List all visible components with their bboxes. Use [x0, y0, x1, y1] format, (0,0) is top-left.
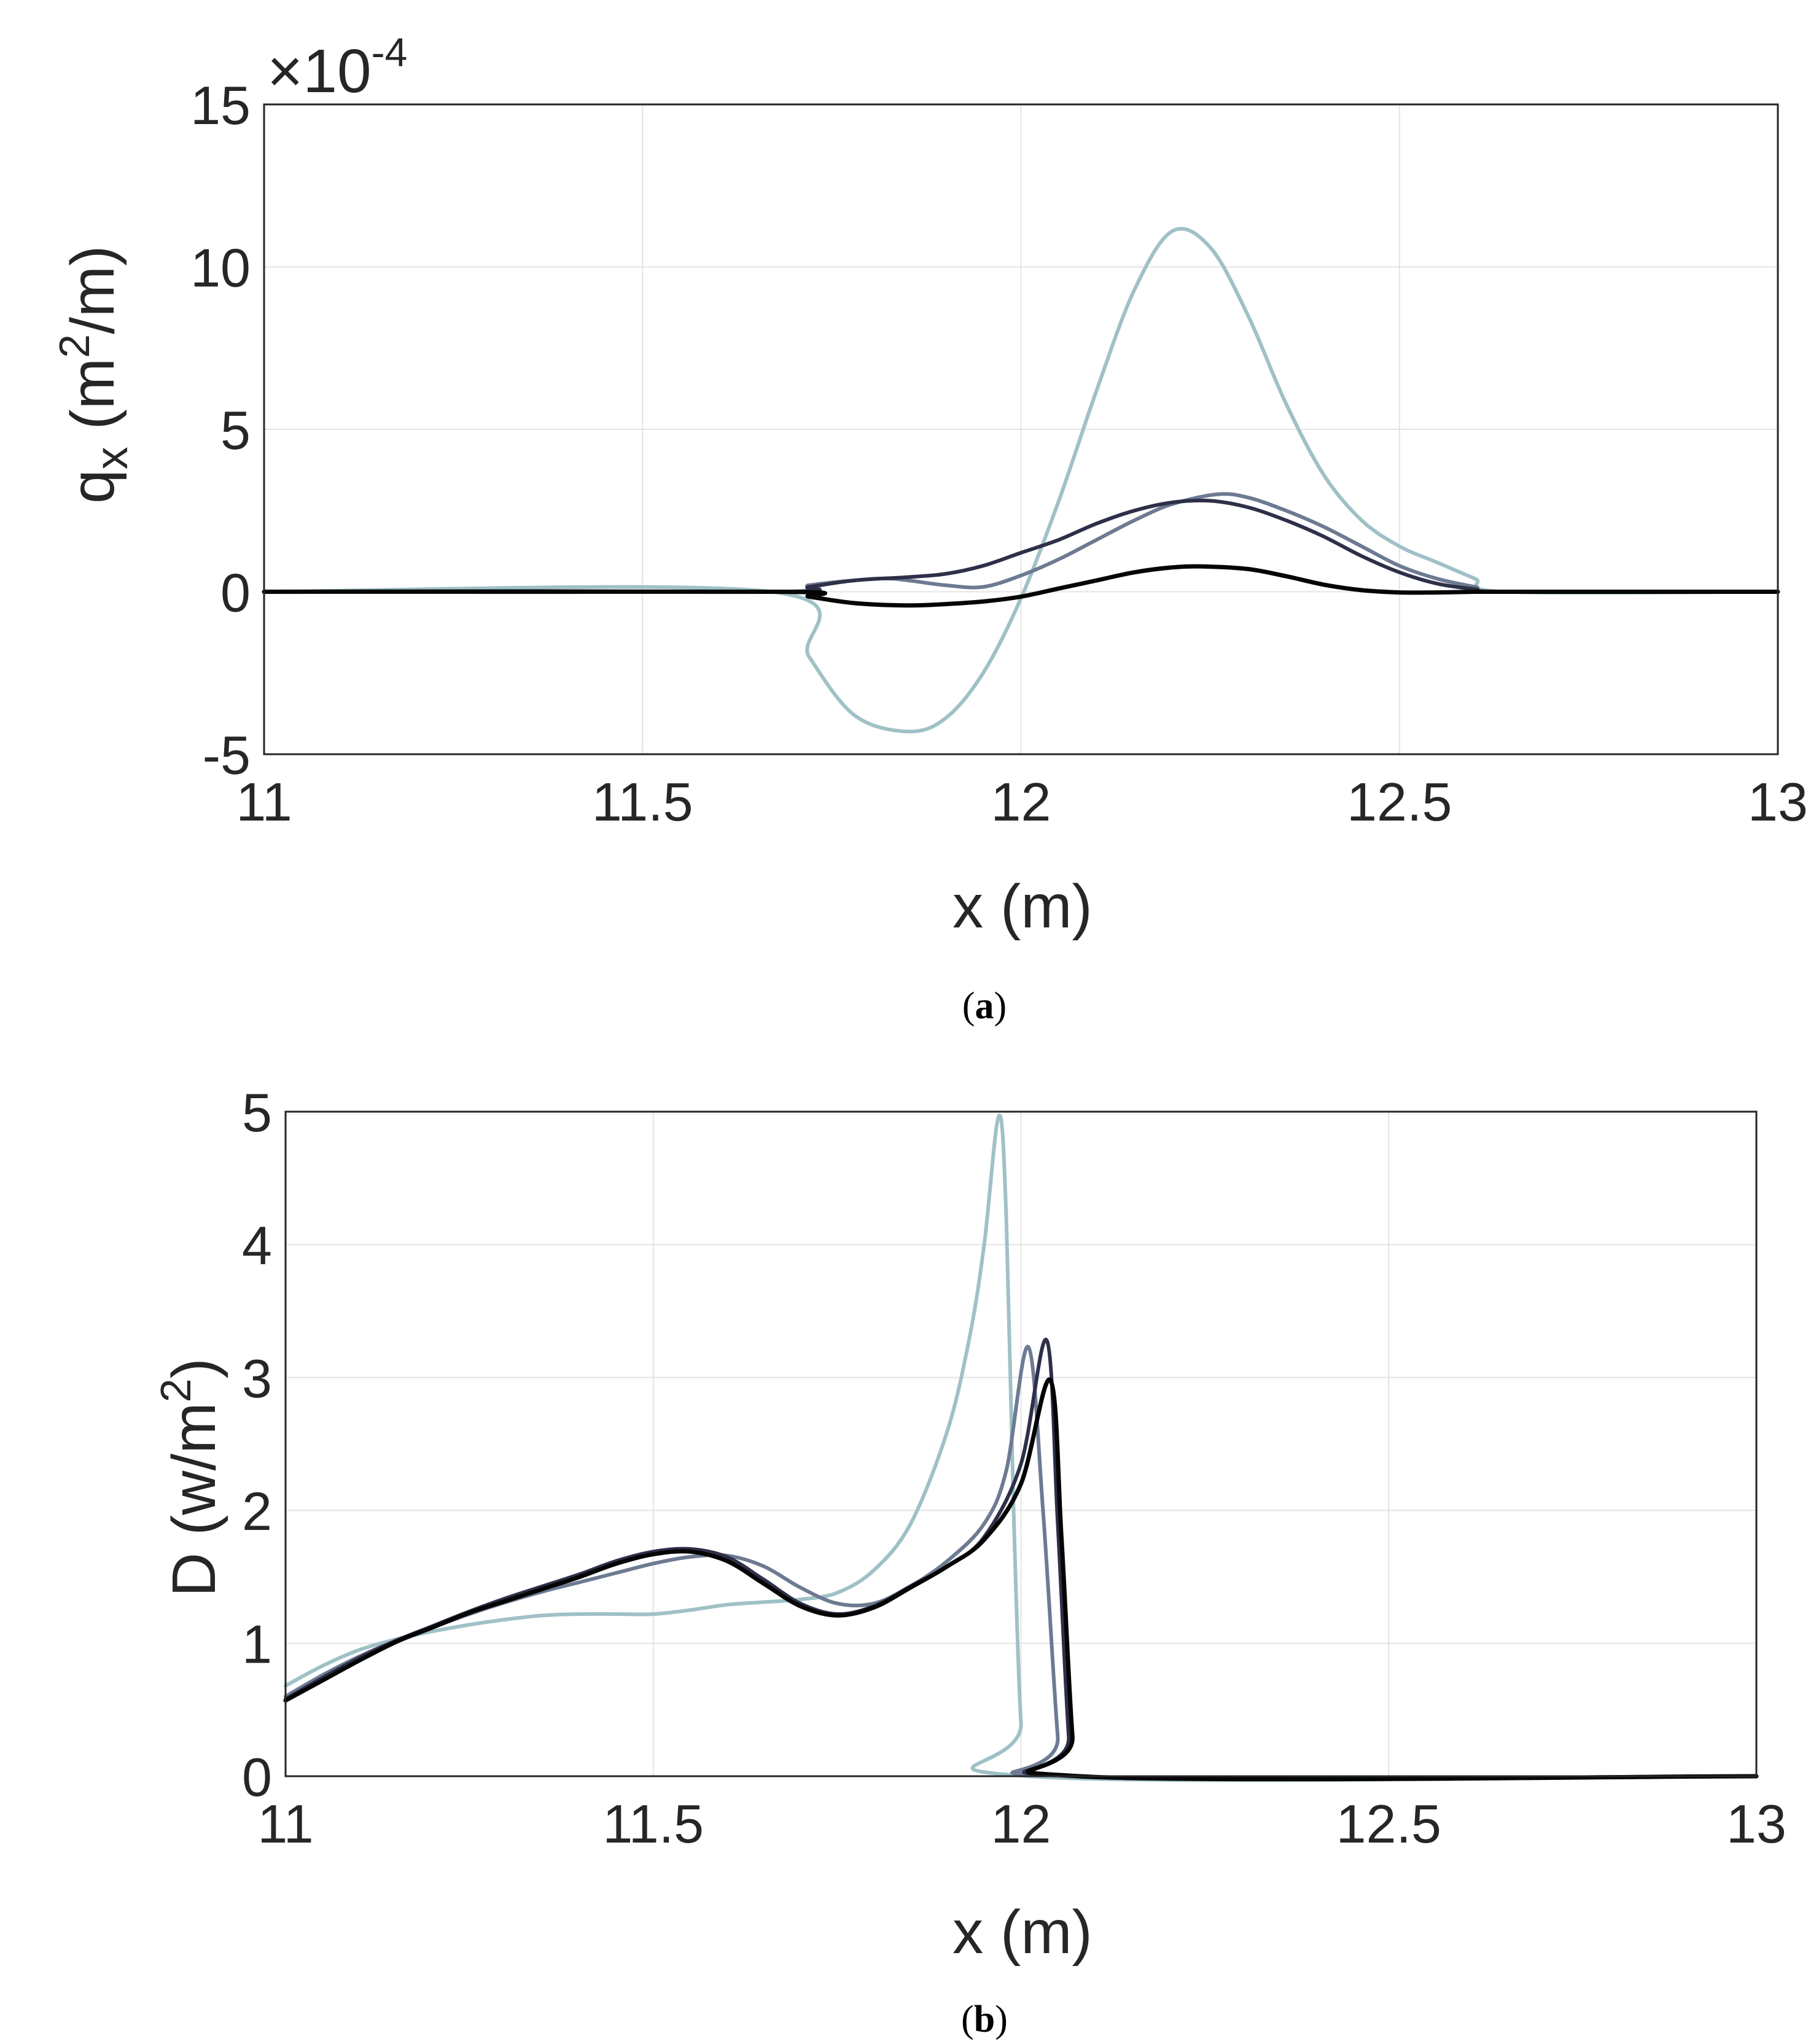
panel-a-plot-frame — [263, 103, 1779, 755]
panel-b-y-tick-label: 3 — [242, 1348, 272, 1409]
panel-a-x-tick-label: 13 — [1748, 771, 1808, 832]
panel-a-y-label-sup: 2 — [50, 334, 98, 358]
panel-a-y-scale-exp: -4 — [372, 29, 408, 75]
panel-b-y-label-unit-post: ) — [160, 1358, 228, 1378]
panel-a-x-tick-label: 11 — [236, 771, 292, 832]
panel-b-y-axis-label: D (w/m2) — [152, 1358, 228, 1597]
panel-a-series-line-3 — [262, 498, 1780, 595]
panel-a-y-scale-label: ×10-4 — [267, 29, 407, 106]
panel-b-y-tick-label: 2 — [242, 1481, 272, 1542]
panel-a-x-tick-label: 12 — [991, 771, 1051, 832]
panel-a-series — [262, 227, 1780, 734]
panel-a-series-line-1 — [262, 227, 1780, 734]
panel-b-x-axis-label: x (m) — [952, 1898, 1093, 1967]
panel-b-x-tick-labels: 11 11.5 12 12.5 13 — [257, 1793, 1786, 1854]
panel-b-series-line-4 — [283, 1377, 1759, 1782]
panel-a-y-label-unit-post: /m) — [58, 246, 127, 334]
panel-b-y-label-unit-pre: (w/m — [160, 1402, 228, 1552]
panel-a-series-line-4 — [262, 564, 1780, 608]
panel-b-x-tick-label: 11 — [257, 1793, 313, 1854]
panel-b-grid — [285, 1111, 1757, 1777]
panel-b-y-label-sup: 2 — [152, 1378, 200, 1402]
panel-a-y-label-unit-pre: (m — [58, 358, 127, 447]
panel-a-y-tick-label: 15 — [190, 75, 251, 136]
panel-b-x-tick-label: 11.5 — [602, 1793, 704, 1854]
panel-b-y-label-base: D — [160, 1553, 228, 1597]
panel-b-x-tick-label: 13 — [1726, 1793, 1786, 1854]
panel-a-x-tick-labels: 11 11.5 12 12.5 13 — [236, 771, 1808, 832]
panel-b-plot-frame — [284, 1110, 1758, 1777]
panel-b-y-tick-label: 5 — [242, 1082, 272, 1143]
panel-b-series — [283, 1114, 1759, 1782]
panel-b-caption: (b) — [961, 1999, 1008, 2040]
panel-b-series-line-1 — [284, 1114, 1758, 1782]
panel-a-y-label-sub: x — [86, 447, 137, 469]
panel-a-y-tick-label: 0 — [220, 563, 251, 623]
panel-a-grid — [263, 104, 1778, 755]
panel-a-x-axis-label: x (m) — [952, 872, 1093, 941]
panel-a-x-tick-label: 11.5 — [592, 771, 693, 832]
panel-a-x-tick-label: 12.5 — [1347, 771, 1452, 832]
panel-a-y-tick-label: -5 — [203, 725, 251, 786]
panel-a-caption: (a) — [962, 985, 1007, 1027]
panel-a-y-axis-label: qx (m2/m) — [50, 246, 137, 504]
panel-b-x-tick-label: 12 — [991, 1793, 1051, 1854]
panel-b-y-tick-label: 1 — [242, 1614, 272, 1675]
panel-b-caption-letter: b — [974, 1999, 995, 2040]
panel-b-x-tick-label: 12.5 — [1336, 1793, 1441, 1854]
panel-a-y-scale-base: 10 — [303, 37, 371, 106]
panel-a-y-label-base: q — [58, 469, 127, 504]
panel-a-y-tick-label: 10 — [190, 238, 251, 298]
panel-a-y-tick-label: 5 — [220, 400, 251, 461]
panel-b-y-tick-label: 0 — [242, 1747, 272, 1808]
panel-b-y-tick-label: 4 — [242, 1215, 272, 1276]
panel-a-y-scale-times: × — [267, 37, 303, 106]
panel-a-y-tick-labels: -5 0 5 10 15 — [190, 75, 251, 786]
panel-a-caption-letter: a — [975, 985, 994, 1027]
panel-b-y-tick-labels: 0 1 2 3 4 5 — [242, 1082, 272, 1808]
